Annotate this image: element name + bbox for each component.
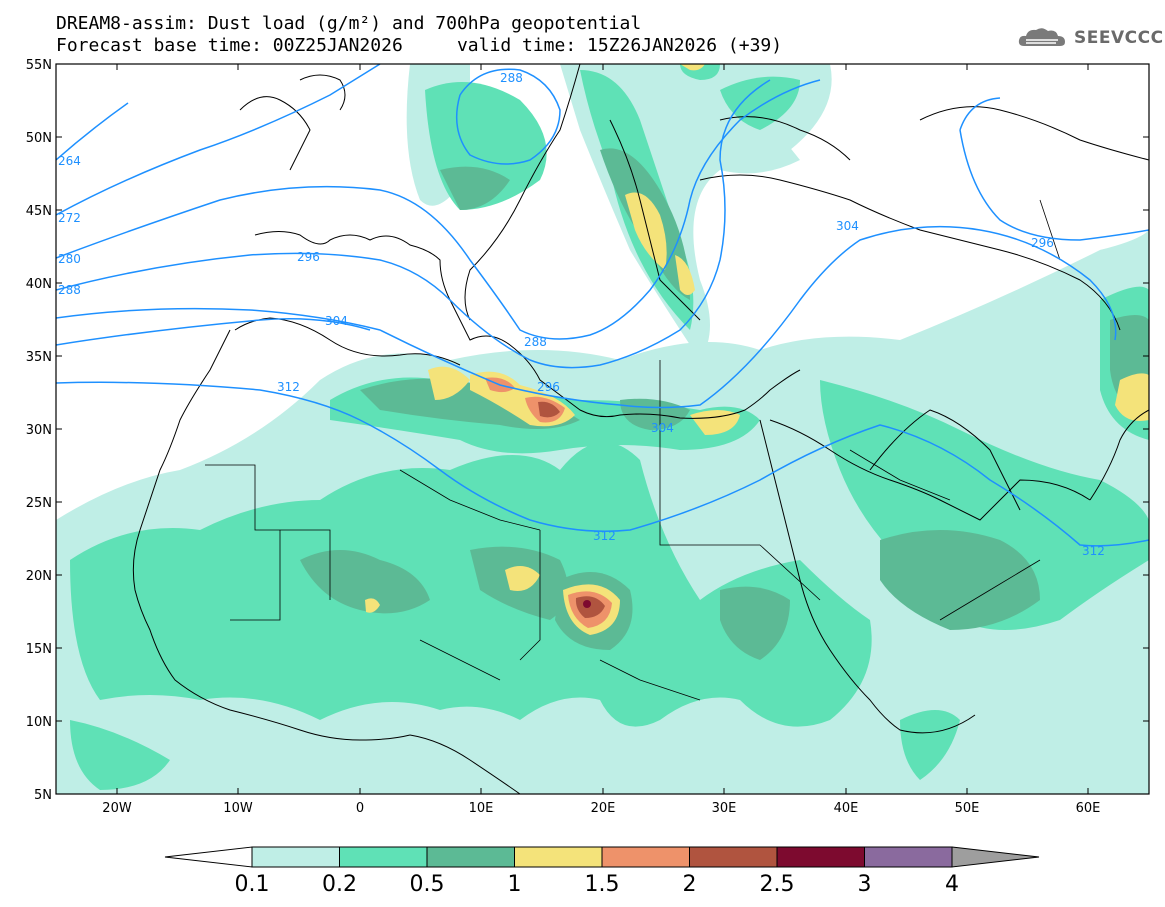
lat-label: 35N — [26, 350, 52, 365]
lon-label: 20E — [591, 801, 616, 816]
colorbar-under-triangle — [164, 846, 253, 868]
lon-label: 20W — [102, 801, 132, 816]
dust-2.5 — [583, 600, 591, 608]
colorbar-segment — [689, 846, 778, 868]
dust-2 — [538, 401, 605, 618]
map-title: DREAM8-assim: Dust load (g/m²) and 700hP… — [56, 13, 642, 34]
contour-label-304-c: 304 — [836, 219, 859, 233]
lon-labels: 20W 10W 0 10E 20E 30E 40E 50E 60E — [102, 801, 1100, 816]
lon-label: 10W — [223, 801, 253, 816]
colorbar-segment — [776, 846, 865, 868]
contour-label-312-c: 312 — [1082, 544, 1105, 558]
contour-label-288-b: 288 — [524, 335, 547, 349]
colorbar-over-triangle — [951, 846, 1040, 868]
lon-label: 10E — [469, 801, 494, 816]
lat-label: 40N — [26, 277, 52, 292]
cloud-icon — [1018, 28, 1065, 46]
logo-text: SEEVCCC — [1074, 28, 1164, 48]
seevccc-logo: SEEVCCC — [1018, 26, 1164, 50]
colorbar-label: 4 — [945, 872, 959, 897]
lon-label: 0 — [356, 801, 364, 816]
contour-label-264: 264 — [58, 154, 81, 168]
lon-label: 50E — [955, 801, 980, 816]
colorbar-label: 2.5 — [760, 872, 795, 897]
colorbar-label: 1.5 — [585, 872, 620, 897]
contour-label-296: 296 — [297, 250, 320, 264]
contour-label-272: 272 — [58, 211, 81, 225]
colorbar-segment — [426, 846, 515, 868]
colorbar-label: 1 — [508, 872, 522, 897]
lat-label: 5N — [34, 788, 52, 803]
lon-label: 40E — [834, 801, 859, 816]
lat-label: 50N — [26, 131, 52, 146]
lat-label: 30N — [26, 423, 52, 438]
colorbar-segment — [514, 846, 603, 868]
contour-labels: 264 272 280 288 296 304 312 288 296 304 … — [58, 71, 1105, 558]
contour-label-312: 312 — [277, 380, 300, 394]
contour-label-288: 288 — [58, 283, 81, 297]
contour-label-304: 304 — [325, 314, 348, 328]
borders — [205, 199, 1061, 701]
colorbar-label: 3 — [858, 872, 872, 897]
lat-labels: 55N 50N 45N 40N 35N 30N 25N 20N 15N 10N … — [26, 58, 52, 803]
colorbar: 0.1 0.2 0.5 1 1.5 2 2.5 3 4 — [164, 846, 1040, 897]
lat-label: 25N — [26, 496, 52, 511]
colorbar-label: 0.5 — [410, 872, 445, 897]
contour-label-312-b: 312 — [593, 529, 616, 543]
colorbar-segment — [251, 846, 340, 868]
forecast-times: Forecast base time: 00Z25JAN2026 valid t… — [56, 35, 783, 56]
lat-label: 15N — [26, 642, 52, 657]
lat-label: 20N — [26, 569, 52, 584]
dust-layer — [56, 64, 1149, 794]
colorbar-segment — [864, 846, 953, 868]
contour-label-288-c: 288 — [500, 71, 523, 85]
geopotential-contours — [56, 64, 1149, 547]
colorbar-label: 0.2 — [322, 872, 357, 897]
lat-label: 45N — [26, 204, 52, 219]
contour-label-280: 280 — [58, 252, 81, 266]
axis-ticks — [56, 63, 1149, 794]
lat-label: 10N — [26, 715, 52, 730]
colorbar-label: 0.1 — [235, 872, 270, 897]
colorbar-label: 2 — [683, 872, 697, 897]
contour-label-296-c: 296 — [1031, 236, 1054, 250]
lon-label: 60E — [1076, 801, 1101, 816]
lat-label: 55N — [26, 58, 52, 73]
contour-label-304-b: 304 — [651, 421, 674, 435]
contour-label-296-b: 296 — [537, 380, 560, 394]
lon-label: 30E — [712, 801, 737, 816]
colorbar-segment — [339, 846, 428, 868]
colorbar-segment — [601, 846, 690, 868]
